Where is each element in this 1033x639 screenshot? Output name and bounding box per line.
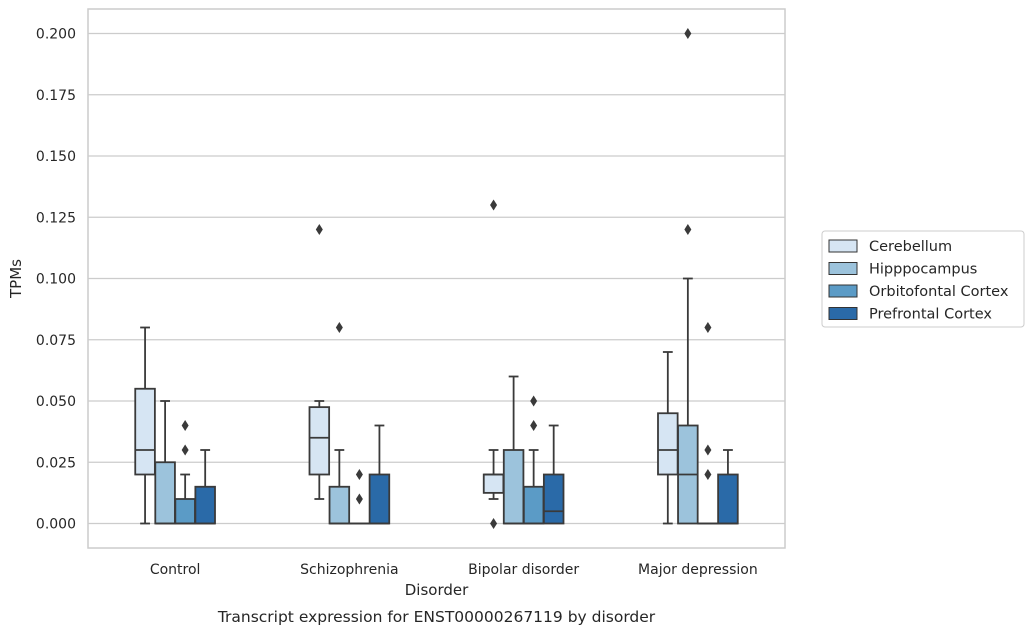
y-tick-label: 0.025 bbox=[36, 455, 76, 471]
legend-label: Orbitofontal Cortex bbox=[869, 284, 1009, 300]
iqr-box bbox=[718, 475, 738, 524]
legend: Cerebellum Hipppocampus Orbitofontal Corte… bbox=[822, 231, 1024, 327]
legend-swatch bbox=[829, 308, 857, 320]
box-0-2 bbox=[484, 200, 504, 530]
box-3-1 bbox=[370, 426, 390, 524]
outlier-point bbox=[684, 28, 691, 39]
box-3-3 bbox=[718, 450, 738, 524]
x-tick-label: Major depression bbox=[638, 562, 758, 578]
outlier-point bbox=[530, 396, 537, 407]
box-1-1 bbox=[330, 322, 350, 524]
box-0-0 bbox=[135, 328, 155, 524]
outlier-point bbox=[490, 518, 497, 529]
box-1-0 bbox=[155, 401, 175, 524]
y-tick-label: 0.000 bbox=[36, 517, 76, 533]
legend-swatch bbox=[829, 263, 857, 275]
box-1-3 bbox=[678, 28, 698, 524]
outlier-point bbox=[336, 322, 343, 333]
y-tick-labels: 0.000 0.025 0.050 0.075 0.100 0.125 0.150 0.175… bbox=[36, 27, 76, 533]
iqr-box bbox=[370, 475, 390, 524]
box-1-2 bbox=[504, 377, 524, 524]
outlier-point bbox=[530, 420, 537, 431]
legend-swatch bbox=[829, 285, 857, 297]
y-tick-label: 0.050 bbox=[36, 394, 76, 410]
iqr-box bbox=[135, 389, 155, 475]
box-3-2 bbox=[544, 426, 564, 524]
y-tick-label: 0.075 bbox=[36, 333, 76, 349]
x-tick-label: Bipolar disorder bbox=[468, 562, 579, 578]
y-tick-label: 0.175 bbox=[36, 88, 76, 104]
legend-swatch bbox=[829, 240, 857, 252]
iqr-box bbox=[524, 487, 544, 524]
outlier-point bbox=[182, 445, 189, 456]
x-tick-label: Schizophrenia bbox=[300, 562, 398, 578]
legend-label: Prefrontal Cortex bbox=[869, 307, 992, 323]
iqr-box bbox=[484, 475, 504, 493]
iqr-box bbox=[155, 462, 175, 523]
box-2-3 bbox=[698, 322, 718, 524]
iqr-box bbox=[658, 413, 678, 474]
outlier-point bbox=[684, 224, 691, 235]
box-0-1 bbox=[309, 224, 329, 499]
y-tick-label: 0.150 bbox=[36, 149, 76, 165]
box-3-0 bbox=[195, 450, 215, 524]
iqr-box bbox=[309, 407, 329, 474]
box-2-0 bbox=[175, 420, 195, 524]
x-tick-label: Control bbox=[150, 562, 201, 578]
outlier-point bbox=[356, 494, 363, 505]
outlier-point bbox=[704, 322, 711, 333]
x-tick-labels: Control Schizophrenia Bipolar disorder Majo… bbox=[150, 562, 758, 578]
y-tick-label: 0.125 bbox=[36, 210, 76, 226]
legend-label: Cerebellum bbox=[869, 239, 952, 255]
y-tick-label: 0.100 bbox=[36, 272, 76, 288]
outlier-point bbox=[356, 469, 363, 480]
box-2-2 bbox=[524, 396, 544, 524]
y-tick-label: 0.200 bbox=[36, 27, 76, 43]
iqr-box bbox=[504, 450, 524, 524]
iqr-box bbox=[175, 499, 195, 524]
outlier-point bbox=[490, 200, 497, 211]
chart-caption: Transcript expression for ENST0000026711… bbox=[217, 608, 656, 626]
box-0-3 bbox=[658, 352, 678, 524]
outlier-point bbox=[182, 420, 189, 431]
iqr-box bbox=[330, 487, 350, 524]
outlier-point bbox=[316, 224, 323, 235]
outlier-point bbox=[704, 445, 711, 456]
iqr-box bbox=[195, 487, 215, 524]
legend-label: Hipppocampus bbox=[869, 262, 977, 278]
y-axis-label: TPMs bbox=[7, 259, 25, 299]
outlier-point bbox=[704, 469, 711, 480]
x-axis-label: Disorder bbox=[405, 581, 469, 599]
box-2-1 bbox=[350, 469, 370, 524]
iqr-box bbox=[544, 475, 564, 524]
